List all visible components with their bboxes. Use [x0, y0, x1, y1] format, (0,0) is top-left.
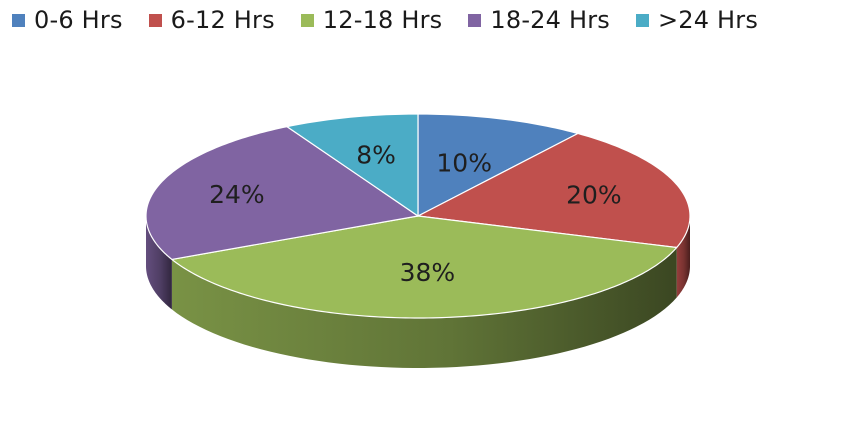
data-label-0-6-hrs: 10%: [436, 149, 492, 178]
legend-label: 6-12 Hrs: [170, 6, 275, 34]
pie-slice-24-hrs: [286, 113, 419, 217]
legend-swatch: [12, 13, 25, 27]
legend-item-12-18-hrs: 12-18 Hrs: [300, 6, 443, 34]
pie-slice-6-12-hrs: [417, 132, 691, 249]
legend-swatch: [635, 13, 649, 27]
legend-item-18-24-hrs: 18-24 Hrs: [468, 6, 610, 34]
pie-data-labels: 10% 20% 38% 24% 8%: [209, 141, 622, 287]
pie-slice-0-6-hrs: [417, 113, 579, 217]
pie-side-12-18-hrs: [171, 247, 677, 368]
pie-side-18-24-hrs: [146, 216, 172, 310]
chart-legend: 0-6 Hrs 6-12 Hrs 12-18 Hrs 18-24 Hrs >24 Hrs: [0, 0, 850, 40]
legend-item-6-12-hrs: 6-12 Hrs: [148, 6, 275, 34]
legend-swatch: [300, 13, 314, 27]
data-label-24-hrs: 8%: [356, 141, 396, 170]
pie-top-faces: [145, 113, 691, 319]
legend-label: 12-18 Hrs: [322, 6, 443, 34]
data-label-6-12-hrs: 20%: [566, 181, 622, 210]
pie-side-6-12-hrs: [676, 216, 690, 298]
legend-swatch: [148, 13, 162, 27]
pie-side-walls: [146, 216, 690, 368]
data-label-12-18-hrs: 38%: [400, 258, 456, 287]
legend-swatch: [468, 13, 482, 27]
pie-slice-12-18-hrs: [171, 215, 678, 319]
data-label-18-24-hrs: 24%: [209, 180, 265, 209]
legend-label: >24 Hrs: [657, 6, 759, 34]
legend-label: 0-6 Hrs: [34, 6, 123, 34]
pie-slice-18-24-hrs: [145, 126, 419, 261]
legend-label: 18-24 Hrs: [490, 6, 610, 34]
legend-item-0-6-hrs: 0-6 Hrs: [12, 6, 123, 34]
legend-item-24-hrs: >24 Hrs: [635, 6, 759, 34]
